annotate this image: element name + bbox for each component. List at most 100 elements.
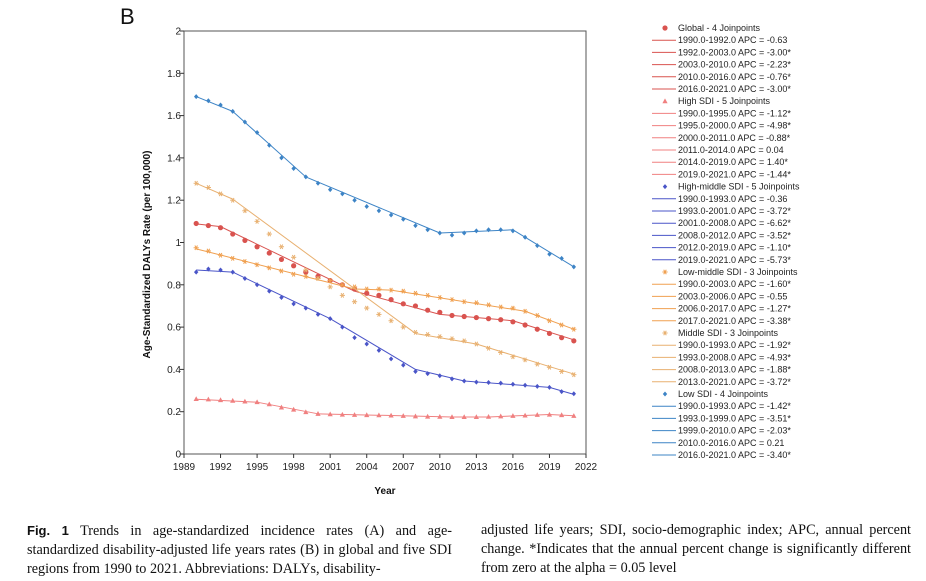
data-point [547,384,552,390]
y-tick-label: 2 [175,27,181,38]
star-stroke [377,286,381,292]
data-point [315,311,321,317]
data-point [388,412,394,418]
star-stroke [523,308,527,314]
x-tick-label: 1998 [283,462,306,473]
data-point [193,220,199,227]
data-point [522,382,528,388]
legend-series-label: High SDI - 5 Joinpoints [678,96,771,106]
x-axis-title: Year [374,486,395,497]
data-point [425,332,431,338]
data-point [412,329,419,335]
data-point [193,269,199,275]
data-point [425,227,430,233]
star-stroke [413,329,418,335]
star-stroke [425,292,430,298]
star-stroke [218,191,223,197]
data-point [279,155,284,161]
star-stroke [243,208,247,214]
star-stroke [267,231,272,237]
data-point [546,364,553,370]
data-point [230,269,235,275]
star-stroke [328,278,332,284]
legend-marker [662,184,668,190]
y-axis-title: Age-Standardized DALYs Rate (per 100,000… [142,150,153,358]
star-stroke [279,244,284,250]
data-point [498,413,504,419]
y-tick-label: 0.4 [167,365,181,376]
data-point [534,312,540,318]
star-stroke [535,361,540,367]
data-point [291,301,296,307]
x-tick-label: 1992 [209,462,232,473]
star-stroke [559,322,564,328]
y-tick-label: 1.4 [167,153,181,164]
data-point [351,299,358,305]
fitted-segment-line [196,398,258,403]
legend-segment-entry: 2008.0-2013.0 APC = -1.88* [652,365,791,375]
legend-segment-label: 2003.0-2006.0 APC = -0.55 [678,291,787,301]
data-point [498,304,504,310]
legend-segment-label: 2012.0-2019.0 APC = -1.10* [678,243,791,253]
legend-segment-entry: 2000.0-2011.0 APC = -0.88* [652,133,791,143]
data-point [278,244,285,250]
star-stroke [340,282,345,288]
series-3 [193,245,577,332]
data-point [510,381,516,387]
plot-area [193,94,577,419]
data-point [449,376,455,382]
legend-entry: Middle SDI - 3 Joinpoints [662,328,779,338]
data-point [351,412,358,417]
star-stroke [450,336,454,342]
fitted-segment-line [391,289,526,312]
star-stroke [450,297,454,303]
data-point [461,299,467,305]
star-stroke [401,288,406,294]
data-point [522,322,528,328]
legend-segment-entry: 1999.0-2010.0 APC = -2.03* [652,426,791,436]
x-tick-label: 2019 [538,462,561,473]
legend-segment-label: 1990.0-1993.0 APC = -1.92* [678,340,791,350]
legend-segment-entry: 2013.0-2021.0 APC = -3.72* [652,377,791,387]
data-point [254,218,260,224]
data-point [340,191,345,197]
star-stroke [364,305,369,311]
data-point [376,208,382,214]
legend-segment-entry: 1993.0-1999.0 APC = -3.51* [652,413,791,423]
data-point [449,297,455,303]
legend-segment-entry: 2017.0-2021.0 APC = -3.38* [652,316,791,326]
y-tick-label: 0.8 [167,280,181,291]
data-point [461,414,467,419]
figure-label: Fig. 1 [27,523,69,538]
figure-caption: Fig. 1 Trends in age-standardized incide… [27,521,911,579]
data-point [559,412,565,418]
data-point [352,197,357,203]
data-point [340,324,345,330]
data-point [437,294,443,300]
star-stroke [352,299,357,305]
data-point [364,305,370,311]
data-point [267,142,272,148]
star-stroke [377,311,381,317]
data-point [486,227,491,233]
legend-segment-entry: 2016.0-2021.0 APC = -3.40* [652,450,791,460]
data-point [559,335,565,341]
caption-text-1: Trends in age-standardized incidence rat… [27,523,452,577]
data-point [218,102,223,108]
data-point [425,413,431,419]
data-point [388,287,394,293]
data-point [327,278,333,284]
star-stroke [438,294,442,300]
data-point [461,230,467,236]
data-point [461,313,467,320]
data-point [437,309,443,315]
data-point [206,266,211,272]
star-stroke [230,255,235,261]
data-point [291,254,297,260]
star-stroke [486,345,491,351]
data-point [401,362,406,368]
data-point [425,371,430,377]
star-stroke [547,364,552,370]
fitted-segment-line [317,413,453,418]
legend-marker [662,330,668,336]
